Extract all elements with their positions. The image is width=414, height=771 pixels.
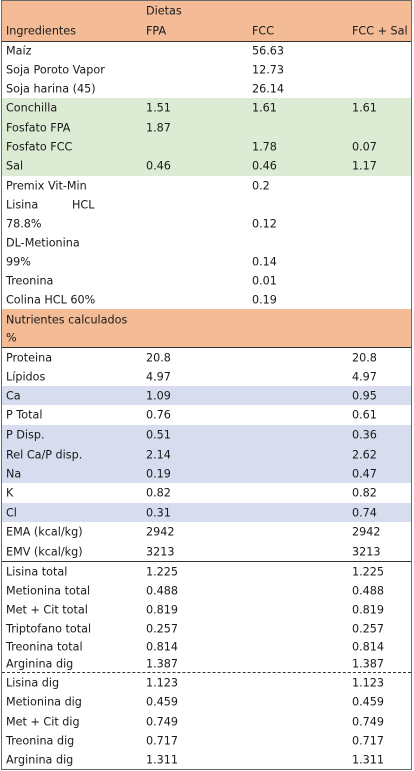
table-row: Rel Ca/P disp. 2.14 2.62: [2, 445, 411, 464]
table-row: Fosfato FPA 1.87: [2, 118, 411, 137]
table-row: Treonina dig 0.717 0.717: [6, 734, 385, 747]
table-row: Colina HCL 60% 0.19: [6, 293, 277, 306]
table-row: Arginina dig 1.311 1.311: [6, 753, 385, 766]
table-row: Sal 0.46 0.46 1.17: [2, 156, 411, 176]
table-row: Met + Cit dig 0.749 0.749: [6, 715, 385, 728]
dig-divider: [2, 672, 411, 673]
table-row: EMA (kcal/kg) 2942 2942: [6, 525, 381, 539]
table-row: Cl 0.31 0.74: [2, 503, 411, 522]
table-row: 99% 0.14: [6, 255, 277, 268]
column-fpa: FPA: [146, 24, 167, 38]
table-row: Metionina total 0.488 0.488: [6, 584, 385, 597]
ingredientes-heading: Ingredientes: [6, 24, 77, 38]
table-row: 78.8% 0.12: [6, 217, 277, 230]
table-row: DL-Metionina: [6, 236, 80, 249]
aminoacids-divider: [2, 561, 411, 562]
nutrients-divider: [2, 347, 411, 348]
table-row: Premix Vit-Min 0.2: [6, 179, 270, 192]
table-row: Treonina 0.01: [6, 274, 277, 287]
table-row: Soja harina (45) 26.14: [6, 82, 285, 95]
table-row: Soja Poroto Vapor 12.73: [6, 63, 285, 76]
dietas-heading: Dietas: [146, 4, 182, 18]
table-row: Arginina dig 1.387 1.387: [6, 657, 385, 671]
table-row: Lípidos 4.97 4.97: [6, 370, 377, 383]
table-row: Conchilla 1.51 1.61 1.61: [2, 98, 411, 118]
table-row: P Disp. 0.51 0.36: [2, 425, 411, 445]
header-divider: [2, 41, 411, 42]
column-fcc: FCC: [252, 24, 275, 38]
table-row: Lisina HCL: [6, 198, 95, 211]
table-row: Met + Cit total 0.819 0.819: [6, 603, 385, 616]
table-row: Na 0.19 0.47: [2, 464, 411, 483]
table-row: K 0.82 0.82: [6, 486, 377, 500]
nutrients-header: Nutrientes calculados %: [2, 309, 411, 347]
table-row: Fosfato FCC 1.78 0.07: [2, 137, 411, 156]
table-row: Lisina dig 1.123 1.123: [6, 676, 385, 689]
table-row: Maíz 56.63: [6, 44, 285, 57]
table-row: Triptofano total 0.257 0.257: [6, 622, 385, 635]
table-header: Dietas Ingredientes FPA FCC FCC + Sal: [2, 1, 411, 41]
table-row: P Total 0.76 0.61: [6, 408, 377, 422]
table-row: Lisina total 1.225 1.225: [6, 565, 385, 578]
table-row: EMV (kcal/kg) 3213 3213: [6, 545, 381, 558]
table-row: Ca 1.09 0.95: [2, 386, 411, 405]
table-row: Treonina total 0.814 0.814: [6, 640, 385, 654]
table-row: Metionina dig 0.459 0.459: [6, 695, 385, 709]
table-row: Proteina 20.8 20.8: [6, 351, 377, 364]
column-fcc-sal: FCC + Sal: [352, 24, 408, 38]
